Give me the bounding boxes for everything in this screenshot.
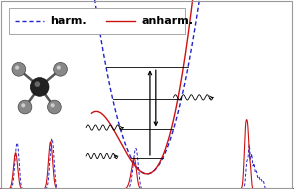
Circle shape: [21, 103, 25, 107]
Circle shape: [35, 81, 40, 87]
Circle shape: [18, 100, 32, 114]
Circle shape: [54, 62, 67, 76]
Text: anharm.: anharm.: [141, 16, 193, 26]
Circle shape: [30, 78, 49, 96]
Text: harm.: harm.: [50, 16, 87, 26]
Circle shape: [57, 66, 61, 70]
FancyBboxPatch shape: [9, 8, 185, 34]
Circle shape: [12, 62, 26, 76]
Circle shape: [51, 103, 55, 107]
Circle shape: [48, 100, 61, 114]
Circle shape: [15, 66, 19, 70]
